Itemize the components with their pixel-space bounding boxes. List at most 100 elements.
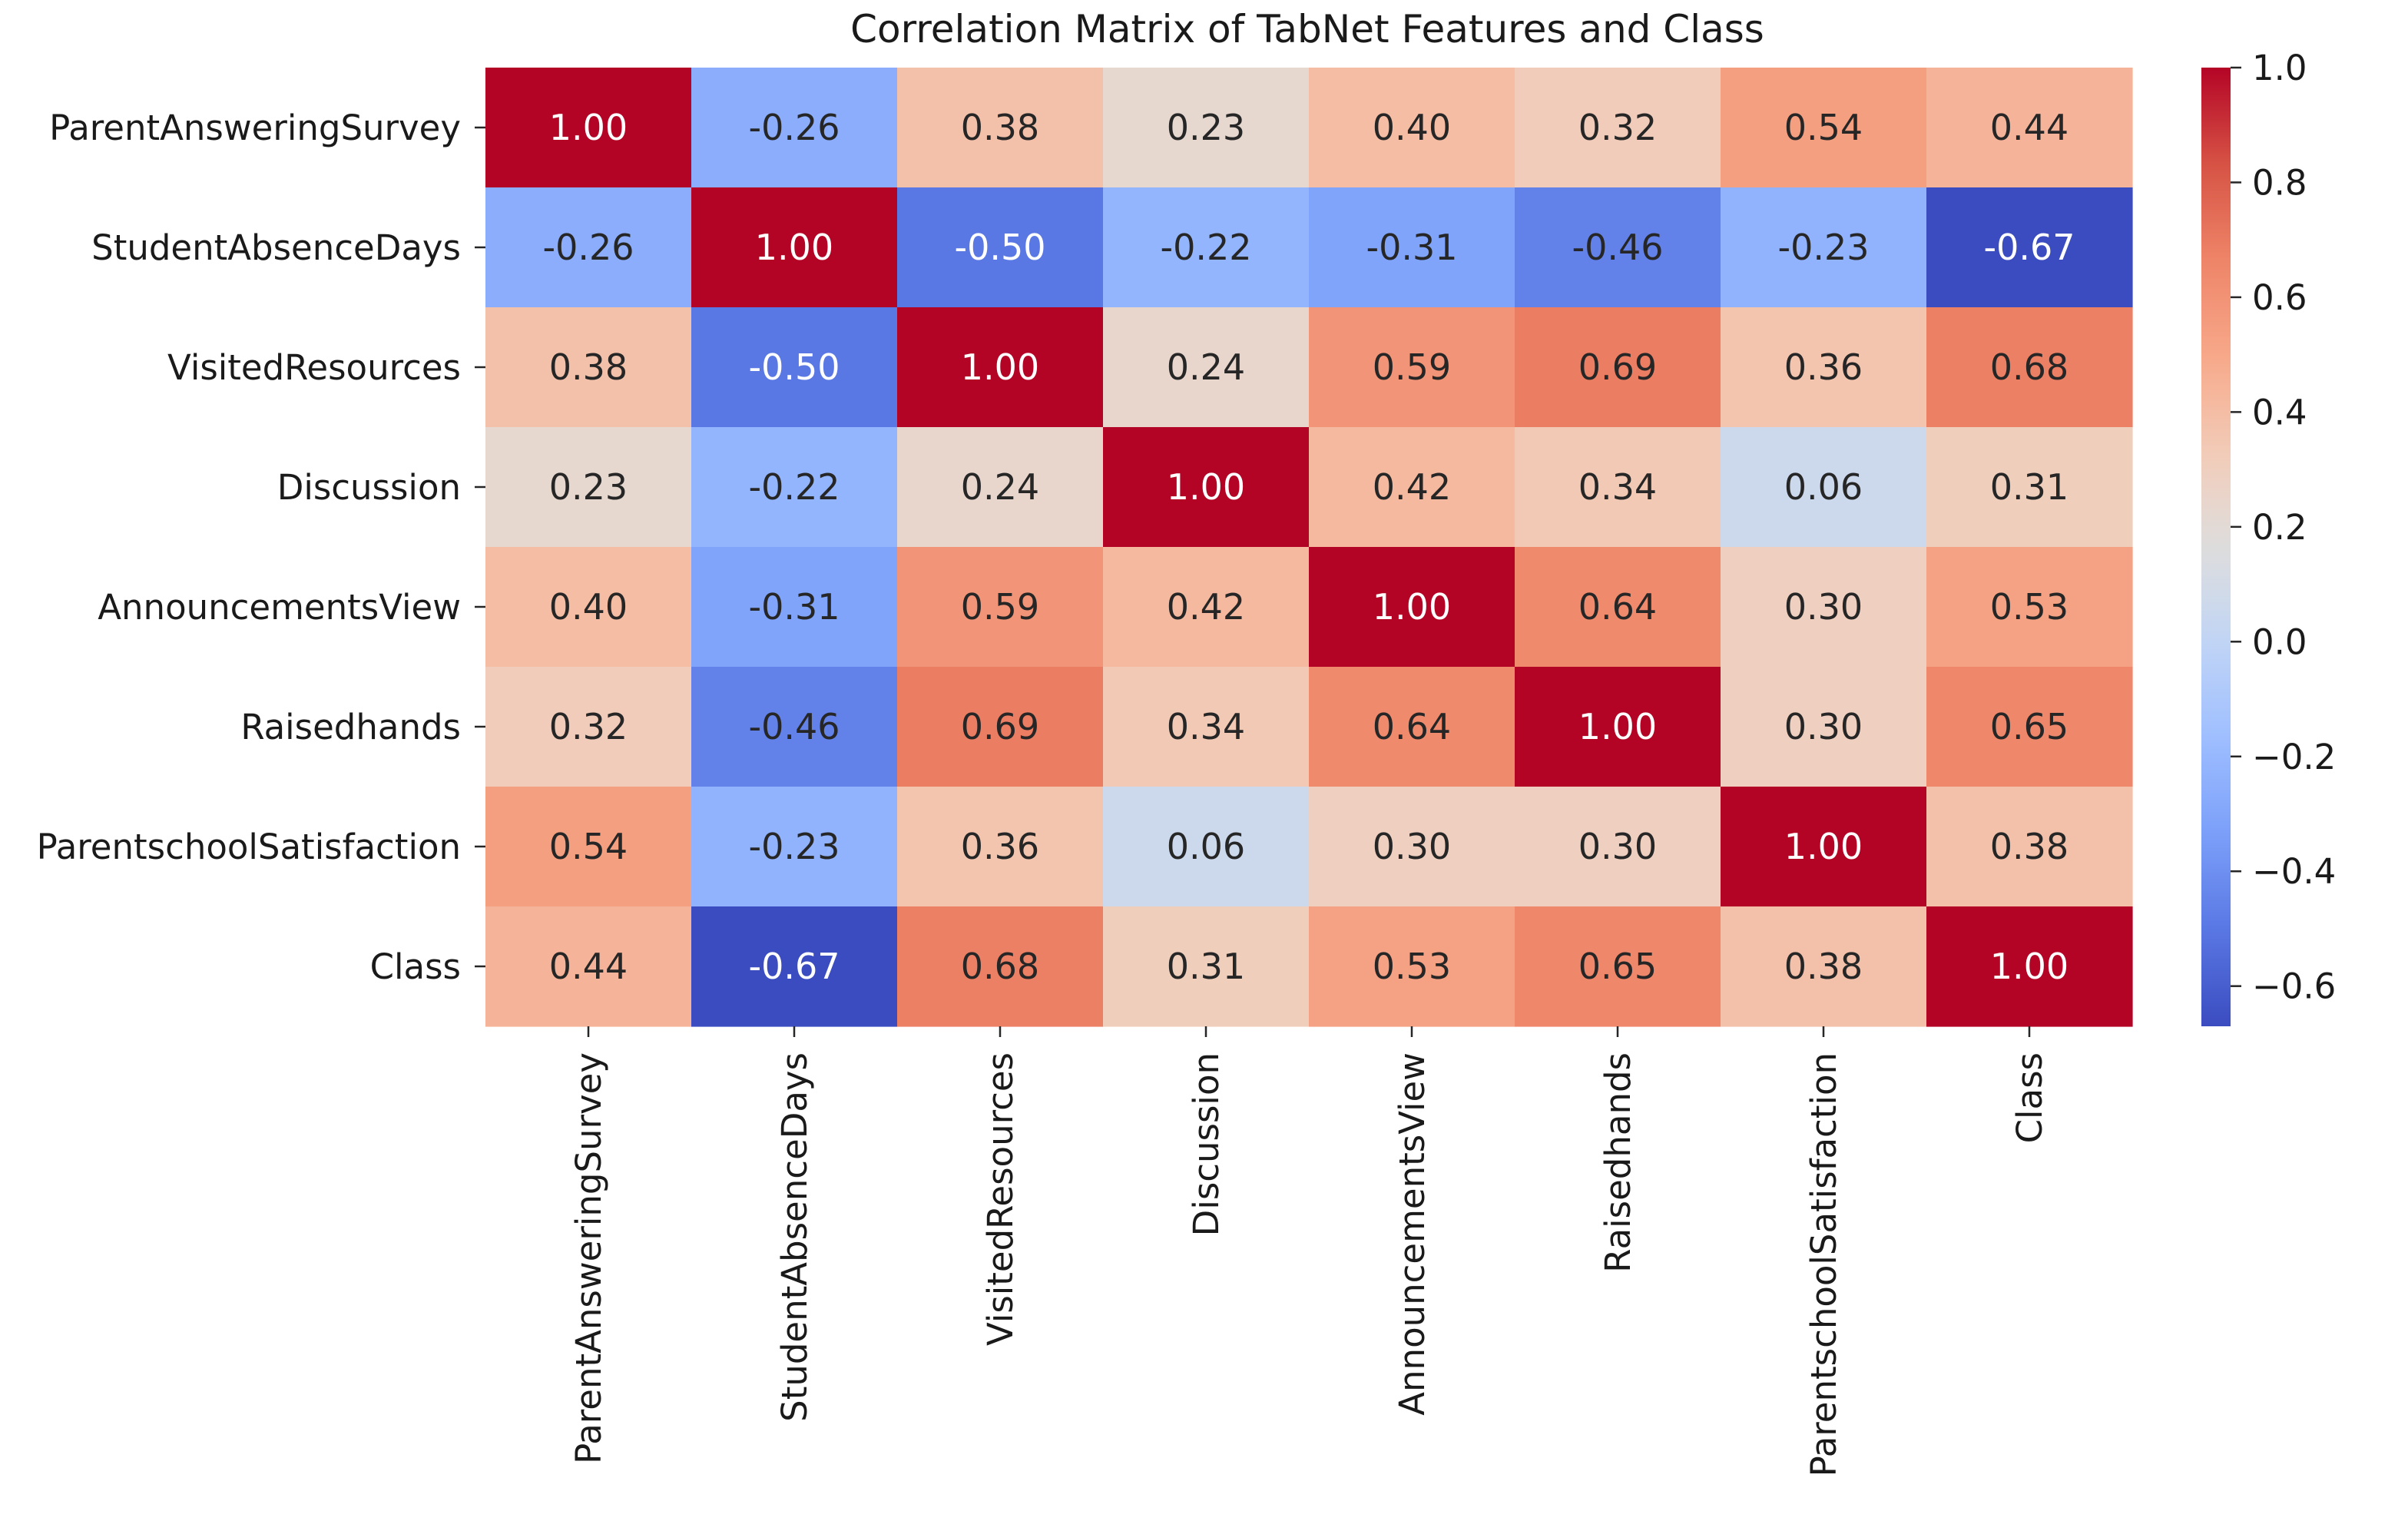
y-tick-label: Discussion xyxy=(277,467,461,508)
heatmap-cell xyxy=(1721,68,1927,188)
heatmap-cell xyxy=(1309,547,1515,668)
heatmap-cell xyxy=(1926,68,2133,188)
cell-value-label: -0.26 xyxy=(542,227,634,268)
colorbar-ticks: 1.0 0.8 0.6 0.4 0.2 0.0 −0.2 −0.4 −0.6 xyxy=(2231,48,2336,1007)
cell-value-label: 0.69 xyxy=(1578,346,1657,388)
heatmap-cell xyxy=(1515,787,1721,907)
cell-value-label: 0.24 xyxy=(961,466,1039,508)
heatmap-cell xyxy=(691,68,898,188)
cell-value-label: 0.23 xyxy=(1167,107,1245,148)
heatmap-cell xyxy=(1926,427,2133,548)
cell-value-label: 0.32 xyxy=(549,706,628,747)
x-tick-label: Class xyxy=(2009,1052,2050,1143)
cell-value-label: -0.46 xyxy=(1572,227,1663,268)
cell-value-label: 0.31 xyxy=(1990,466,2068,508)
cell-value-label: 1.00 xyxy=(755,227,833,268)
cell-value-label: 0.38 xyxy=(961,107,1039,148)
colorbar xyxy=(2201,68,2231,1026)
cell-value-label: -0.22 xyxy=(748,466,840,508)
cell-value-label: 0.68 xyxy=(1990,346,2068,388)
cell-value-label: -0.67 xyxy=(748,946,840,987)
cell-value-label: 1.00 xyxy=(1578,706,1657,747)
cell-value-label: 0.44 xyxy=(1990,107,2068,148)
heatmap-cell xyxy=(1103,906,1310,1027)
colorbar-tick-label: −0.2 xyxy=(2252,737,2336,777)
heatmap-cell xyxy=(1515,906,1721,1027)
heatmap-cell xyxy=(485,68,692,188)
heatmap-cell xyxy=(1721,307,1927,428)
cell-value-label: 0.30 xyxy=(1373,826,1451,867)
cell-value-label: 0.69 xyxy=(961,706,1039,747)
heatmap-cell xyxy=(485,787,692,907)
heatmap-cell xyxy=(691,667,898,787)
colorbar-tick-label: −0.6 xyxy=(2252,966,2336,1007)
cell-value-label: 0.06 xyxy=(1784,466,1863,508)
cell-value-label: -0.23 xyxy=(1777,227,1869,268)
colorbar-tick-label: 1.0 xyxy=(2252,48,2307,88)
colorbar-tick-label: 0.0 xyxy=(2252,621,2307,662)
colorbar-tick-label: −0.4 xyxy=(2252,851,2336,892)
colorbar-tick-label: 0.8 xyxy=(2252,162,2307,203)
heatmap-cell xyxy=(897,906,1104,1027)
cell-value-label: 0.06 xyxy=(1167,826,1245,867)
cell-value-label: 1.00 xyxy=(1990,946,2068,987)
y-tick-labels: ParentAnsweringSurvey StudentAbsenceDays V… xyxy=(37,108,485,987)
heatmap-cell xyxy=(485,187,692,308)
cell-value-label: 0.64 xyxy=(1373,706,1451,747)
heatmap-cell-labels: 1.00 -0.26 0.38 0.23 0.40 0.32 0.54 0.44 -0.26 1.… xyxy=(542,107,2075,987)
cell-value-label: 0.36 xyxy=(1784,346,1863,388)
heatmap-cell xyxy=(897,307,1104,428)
cell-value-label: 0.54 xyxy=(549,826,628,867)
cell-value-label: 0.65 xyxy=(1990,706,2068,747)
heatmap-cell xyxy=(1926,787,2133,907)
heatmap-cell xyxy=(897,427,1104,548)
y-tick-label: StudentAbsenceDays xyxy=(91,227,461,268)
cell-value-label: 0.54 xyxy=(1784,107,1863,148)
heatmap-cell xyxy=(1103,787,1310,907)
cell-value-label: 0.64 xyxy=(1578,586,1657,628)
heatmap-cell xyxy=(1926,307,2133,428)
heatmap-cell xyxy=(1515,547,1721,668)
heatmap-cell xyxy=(1103,427,1310,548)
y-tick-label: ParentAnsweringSurvey xyxy=(49,108,461,148)
heatmap-cell xyxy=(1103,68,1310,188)
heatmap-cell xyxy=(1926,667,2133,787)
x-tick-label: AnnouncementsView xyxy=(1392,1052,1433,1416)
heatmap-cell xyxy=(1721,667,1927,787)
cell-value-label: 0.59 xyxy=(961,586,1039,628)
cell-value-label: 0.36 xyxy=(961,826,1039,867)
heatmap-cell xyxy=(1309,187,1515,308)
heatmap-cell xyxy=(897,187,1104,308)
x-tick-labels: ParentAnsweringSurvey StudentAbsenceDays V… xyxy=(568,1026,2050,1476)
heatmap-cell xyxy=(485,547,692,668)
cell-value-label: 0.53 xyxy=(1990,586,2068,628)
chart-title: Correlation Matrix of TabNet Features an… xyxy=(850,7,1764,51)
heatmap-cell xyxy=(1721,547,1927,668)
heatmap-cell xyxy=(1515,307,1721,428)
heatmap-cell xyxy=(691,906,898,1027)
cell-value-label: 0.44 xyxy=(549,946,628,987)
colorbar-tick-label: 0.6 xyxy=(2252,277,2307,318)
y-tick-label: ParentschoolSatisfaction xyxy=(37,827,461,867)
cell-value-label: 0.38 xyxy=(1784,946,1863,987)
cell-value-label: 0.30 xyxy=(1784,586,1863,628)
heatmap-cell xyxy=(1926,187,2133,308)
cell-value-label: 0.24 xyxy=(1167,346,1245,388)
heatmap-cell xyxy=(1721,787,1927,907)
cell-value-label: -0.50 xyxy=(954,227,1045,268)
heatmap-cell xyxy=(691,787,898,907)
x-tick-label: Raisedhands xyxy=(1598,1052,1638,1273)
heatmap-cell xyxy=(1515,667,1721,787)
cell-value-label: 0.32 xyxy=(1578,107,1657,148)
heatmap-cell xyxy=(1103,307,1310,428)
x-tick-label: VisitedResources xyxy=(980,1052,1021,1346)
cell-value-label: -0.46 xyxy=(748,706,840,747)
heatmap-cell xyxy=(691,547,898,668)
cell-value-label: 0.59 xyxy=(1373,346,1451,388)
heatmap-cell xyxy=(1309,307,1515,428)
heatmap-cell xyxy=(1103,547,1310,668)
x-tick-label: ParentAnsweringSurvey xyxy=(568,1052,609,1464)
cell-value-label: 0.23 xyxy=(549,466,628,508)
x-tick-label: ParentschoolSatisfaction xyxy=(1804,1052,1844,1476)
